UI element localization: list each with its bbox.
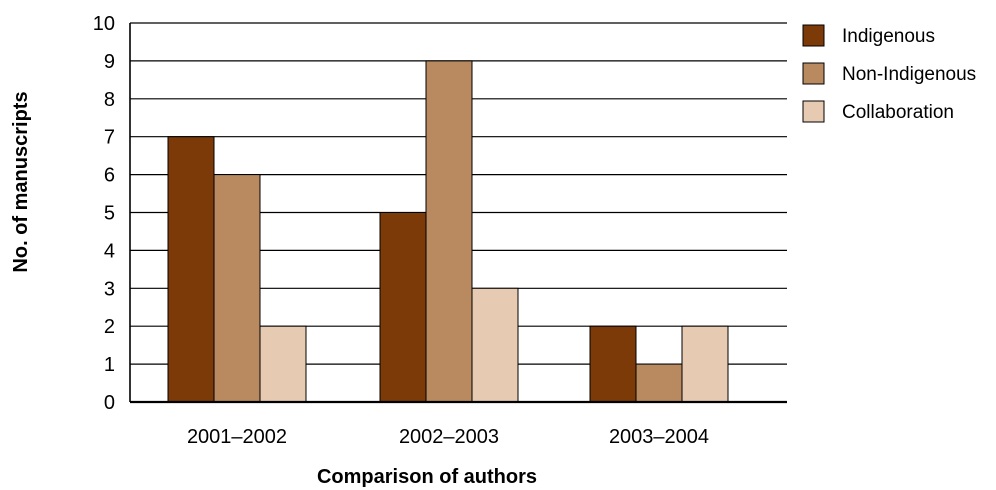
legend-label: Non-Indigenous — [842, 64, 976, 85]
legend-swatch — [802, 100, 825, 123]
y-tick-label: 6 — [104, 165, 115, 187]
bar-collaboration — [681, 325, 729, 403]
y-tick-label: 8 — [104, 89, 115, 111]
y-tick-label: 10 — [93, 13, 115, 35]
bar-collaboration — [471, 287, 519, 403]
bar-non-indigenous — [635, 363, 683, 403]
x-category-label: 2002–2003 — [399, 426, 499, 448]
y-tick-label: 9 — [104, 51, 115, 73]
y-tick-label: 7 — [104, 127, 115, 149]
bar-collaboration — [259, 325, 307, 403]
legend-swatch — [802, 62, 825, 85]
y-axis-title: No. of manuscripts — [10, 91, 32, 272]
bars — [167, 60, 729, 403]
x-axis-categories: 2001–2002 2002–2003 2003–2004 — [187, 426, 709, 448]
y-tick-label: 1 — [104, 354, 115, 376]
x-axis-title: Comparison of authors — [317, 466, 537, 488]
x-category-label: 2003–2004 — [609, 426, 709, 448]
bar-indigenous — [589, 325, 637, 403]
bar-non-indigenous — [213, 174, 261, 403]
y-tick-label: 5 — [104, 203, 115, 225]
legend-label: Collaboration — [842, 102, 954, 123]
legend-label: Indigenous — [842, 26, 935, 47]
x-category-label: 2001–2002 — [187, 426, 287, 448]
y-tick-label: 3 — [104, 278, 115, 300]
axes — [129, 23, 787, 404]
y-tick-label: 2 — [104, 316, 115, 338]
y-tick-label: 4 — [104, 240, 115, 262]
legend-swatch — [802, 24, 825, 47]
legend: Indigenous Non-Indigenous Collaboration — [802, 24, 976, 123]
y-tick-label: 0 — [104, 392, 115, 414]
bar-non-indigenous — [425, 60, 473, 403]
bar-indigenous — [167, 136, 215, 403]
bar-indigenous — [379, 212, 427, 403]
y-axis-ticks: 0 1 2 3 4 5 6 7 8 9 10 — [93, 13, 115, 414]
